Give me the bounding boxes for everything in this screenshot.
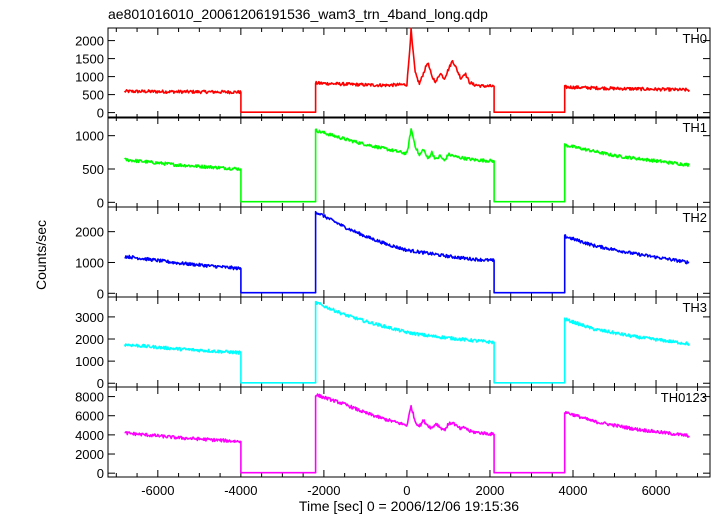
y-tick-label: 0 [97,286,104,301]
series-line-TH3 [123,300,690,384]
panel-TH3: 0 1000 2000 3000 TH3 [75,296,711,391]
y-tick-label: 500 [82,162,104,177]
y-tick-label: 1500 [75,52,104,67]
series-line-TH2 [124,210,690,294]
series-line-TH0123 [124,393,690,474]
y-tick-label: 2000 [75,34,104,49]
chart-title: ae801016010_20061206191536_wam3_trn_4ban… [108,6,488,22]
panel-label: TH1 [682,120,707,135]
x-tick-label: 4000 [559,483,588,498]
y-tick-label: 4000 [75,428,104,443]
x-tick-label: 6000 [642,483,671,498]
panels-layer: 0 500 1000 1500 2000 TH0 0 500 1000 TH1 0 1000 2000 T… [75,27,711,498]
panel-label: TH3 [682,300,707,315]
y-tick-label: 2000 [75,225,104,240]
panel-label: TH2 [682,210,707,225]
series-line-TH1 [124,128,690,203]
panel-frame [107,27,711,119]
x-tick-label: -2000 [307,483,340,498]
y-tick-label: 6000 [75,409,104,424]
y-tick-label: 1000 [75,354,104,369]
panel-label: TH0123 [661,390,707,405]
panel-TH2: 0 1000 2000 TH2 [75,206,711,301]
x-axis-label: Time [sec] 0 = 2006/12/06 19:15:36 [299,498,519,514]
x-tick-label: 0 [403,483,410,498]
y-tick-label: 1000 [75,129,104,144]
panel-label: TH0 [682,31,707,46]
series-line-TH0 [123,27,690,113]
panel-TH1: 0 500 1000 TH1 [75,116,711,210]
x-tick-label: -6000 [141,483,174,498]
y-tick-label: 1000 [75,70,104,85]
x-tick-label: 2000 [475,483,504,498]
panel-frame [107,116,711,208]
y-tick-label: 3000 [75,310,104,325]
panel-TH0: 0 500 1000 1500 2000 TH0 [75,27,711,121]
y-tick-label: 8000 [75,390,104,405]
panel-TH0123: 0 2000 4000 6000 8000 TH0123 [75,386,711,481]
panel-frame [107,296,711,388]
y-tick-label: 0 [97,106,104,121]
y-tick-label: 1000 [75,255,104,270]
y-tick-label: 0 [97,466,104,481]
y-tick-label: 2000 [75,332,104,347]
x-tick-label: -4000 [224,483,257,498]
y-tick-label: 500 [82,88,104,103]
y-tick-label: 0 [97,376,104,391]
y-tick-label: 2000 [75,447,104,462]
panel-frame [107,386,711,478]
y-tick-label: 0 [97,195,104,210]
y-axis-label: Counts/sec [33,220,49,290]
